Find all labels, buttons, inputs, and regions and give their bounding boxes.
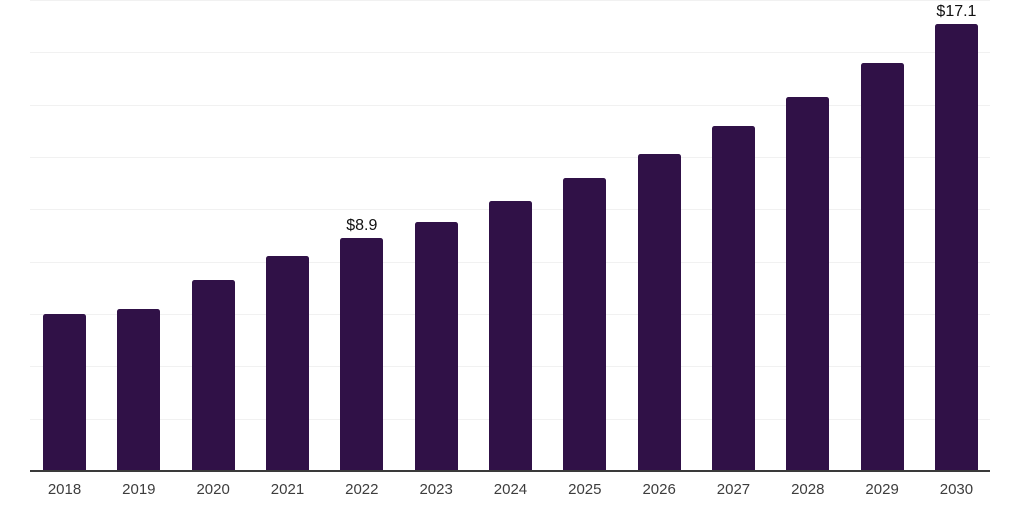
x-tick-label: 2024 [489,481,532,499]
x-tick-label-text: 2024 [493,481,528,498]
x-tick-label-text: 2018 [47,481,82,498]
x-tick-label-text: 2030 [939,481,974,498]
gridline [30,52,990,54]
x-tick-label-text: 2026 [642,481,676,498]
bar-2028 [786,96,830,471]
x-tick-label: 2021 [266,481,309,499]
x-axis-line [30,470,990,472]
x-tick-label: 2026 [638,481,681,499]
bar-value-label: $8.9 [346,217,378,235]
bar-2026 [637,154,681,471]
bar-2030: $17.1 [934,3,978,471]
bar-2025 [563,177,607,471]
x-axis-labels: 2018 2019 2020 2021 2022 2023 2024 2025 2026 2027… [43,481,978,499]
x-tick-label: 2028 [786,481,829,499]
x-tick-label-text: 2020 [196,481,230,498]
x-tick-label: 2030 [935,481,978,499]
bar-2019 [117,308,161,471]
x-tick-label-text: 2027 [716,481,751,498]
x-tick-label: 2022 [340,481,383,499]
bar-value-label: $17.1 [936,2,977,20]
x-tick-label: 2029 [861,481,904,499]
x-axis: 2018 2019 2020 2021 2022 2023 2024 2025 2026 2027… [30,481,990,499]
bar-2018 [43,314,86,471]
x-tick-label: 2019 [117,481,160,499]
gridline [30,104,990,106]
bar-2020 [191,279,235,471]
bar-2021 [265,256,309,471]
bars: $8.9 $17.1 [43,0,978,471]
x-tick-label-text: 2028 [791,481,825,498]
x-tick-label: 2023 [415,481,458,499]
x-tick-label: 2020 [192,481,235,499]
x-tick-label: 2018 [43,481,86,499]
bar-2024 [488,201,532,471]
bar-2023 [414,222,458,471]
gridline [30,157,990,159]
x-tick-label-text: 2029 [865,481,899,498]
x-tick-label: 2025 [563,481,606,499]
x-tick-label-text: 2023 [419,481,453,498]
x-tick-label-text: 2025 [568,481,602,498]
bar-2027 [711,125,755,471]
x-tick-label-text: 2019 [122,481,156,498]
x-tick-label: 2027 [712,481,755,499]
bar-2029 [860,62,904,471]
bar-2022: $8.9 [340,217,384,471]
gridline [30,0,990,1]
plot-area: $8.9 $17.1 [30,0,990,472]
x-tick-label-text: 2022 [345,481,379,498]
x-tick-label-text: 2021 [270,481,305,498]
